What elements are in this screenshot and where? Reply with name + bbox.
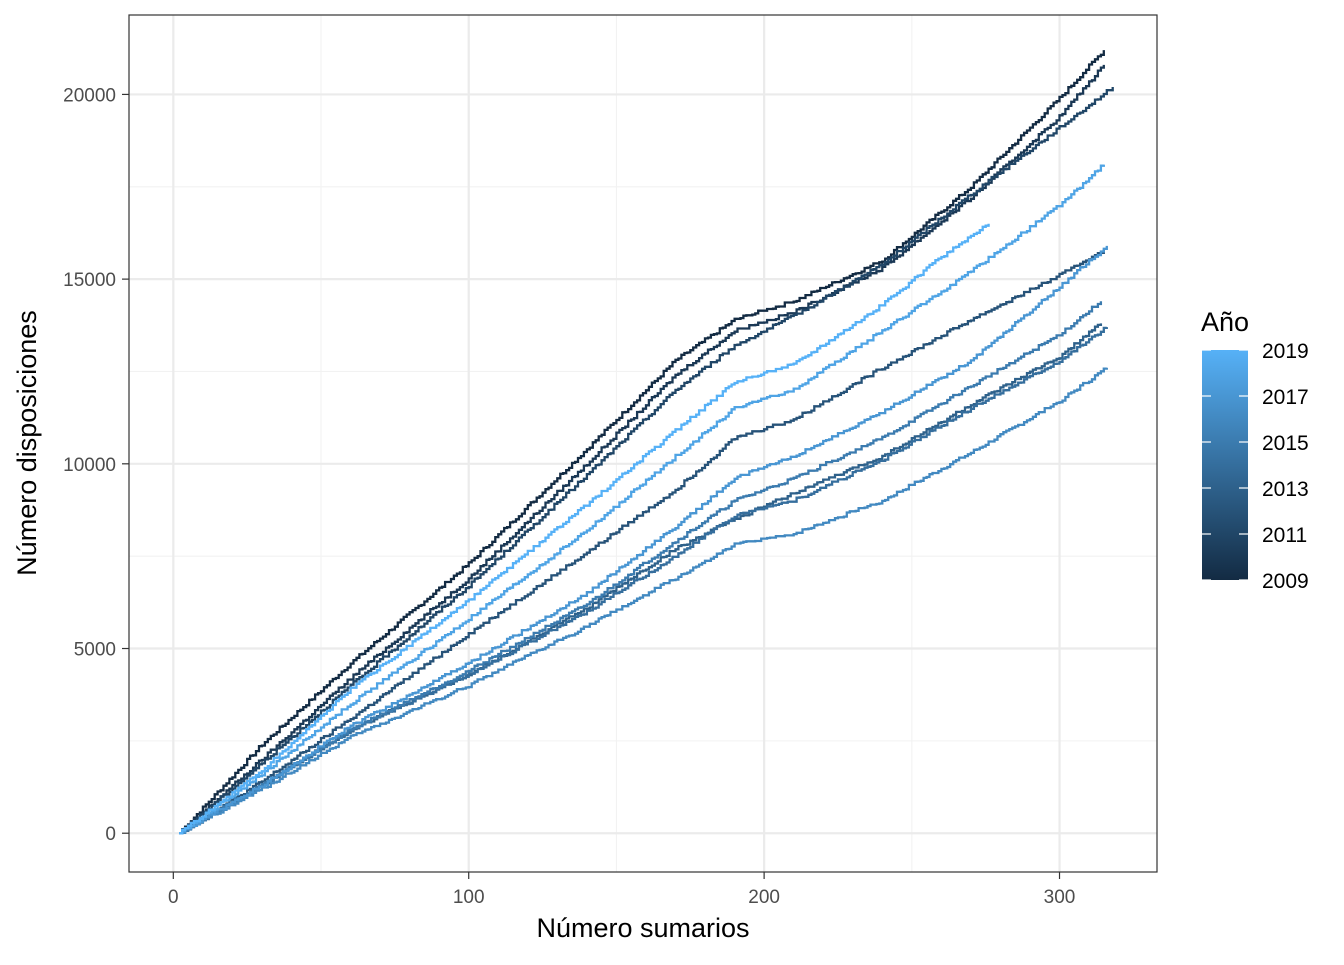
minor-gridlines bbox=[129, 15, 1157, 872]
y-tick-label: 15000 bbox=[63, 270, 116, 291]
y-tick-label: 10000 bbox=[63, 455, 116, 476]
x-tick-label: 200 bbox=[748, 887, 780, 908]
legend-label: 2013 bbox=[1262, 478, 1309, 501]
y-tick-label: 5000 bbox=[74, 640, 116, 661]
major-gridlines bbox=[129, 15, 1157, 872]
y-tick-label: 20000 bbox=[63, 85, 116, 106]
x-tick-label: 100 bbox=[453, 887, 485, 908]
series-line-2012 bbox=[179, 249, 1105, 835]
series-line-2009 bbox=[179, 50, 1105, 835]
legend-label: 2011 bbox=[1262, 524, 1307, 547]
legend-label: 2009 bbox=[1262, 570, 1309, 593]
x-tick-label: 0 bbox=[168, 887, 179, 908]
series-lines bbox=[179, 50, 1114, 835]
y-axis: 0 5000 10000 15000 20000 bbox=[63, 85, 129, 845]
plot-panel-background bbox=[129, 15, 1157, 872]
series-line-2010 bbox=[179, 64, 1105, 835]
plot-panel-border bbox=[128, 14, 1158, 873]
y-tick-label: 0 bbox=[105, 824, 116, 845]
legend-label: 2015 bbox=[1262, 432, 1309, 455]
legend-label: 2017 bbox=[1262, 386, 1309, 409]
legend-ticks: 2019 2017 2015 2013 2011 2009 bbox=[1202, 340, 1309, 593]
series-line-2011 bbox=[179, 87, 1114, 835]
series-line-2016 bbox=[179, 367, 1108, 835]
legend-title: Año bbox=[1201, 307, 1249, 337]
series-line-2015 bbox=[179, 301, 1103, 835]
legend-label: 2019 bbox=[1262, 340, 1309, 363]
series-line-2019 bbox=[179, 223, 990, 835]
x-tick-label: 300 bbox=[1044, 887, 1076, 908]
series-line-2018 bbox=[179, 164, 1105, 835]
series-line-2017 bbox=[179, 245, 1108, 835]
legend: Año 2019 2017 2015 2013 2011 2009 bbox=[1201, 307, 1309, 593]
y-axis-title: Número disposiciones bbox=[12, 310, 42, 576]
x-axis-title: Número sumarios bbox=[536, 913, 749, 943]
legend-colorbar bbox=[1202, 350, 1248, 580]
x-axis: 0 100 200 300 bbox=[168, 872, 1075, 908]
